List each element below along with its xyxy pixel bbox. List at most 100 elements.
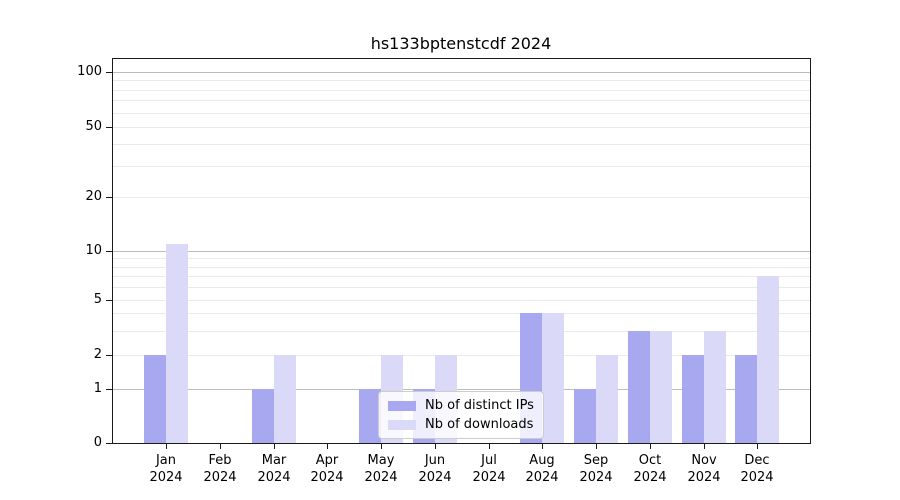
bar-downloads-mar [273, 355, 296, 443]
x-tick-year: 2024 [740, 470, 774, 485]
x-tick-mark [220, 444, 221, 449]
bar-downloads-aug [542, 313, 565, 443]
x-tick-month: Mar [261, 453, 287, 468]
legend-swatch-downloads-icon [388, 419, 416, 430]
gridline-minor [113, 197, 810, 198]
x-tick-label: May 2024 [349, 452, 413, 486]
gridline-minor [113, 100, 810, 101]
x-tick-month: Jan [155, 453, 177, 468]
y-tick-mark [106, 300, 112, 301]
y-tick-mark [106, 127, 112, 128]
gridline-minor [113, 90, 810, 91]
gridline-minor [113, 127, 810, 128]
x-tick-label: Oct 2024 [618, 452, 682, 486]
bar-distinct-ips-may [359, 389, 382, 443]
x-tick-label: Jan 2024 [134, 452, 198, 486]
x-tick-year: 2024 [472, 470, 506, 485]
legend-label-downloads: Nb of downloads [425, 417, 534, 432]
gridline-major [113, 389, 810, 390]
legend-swatch-distinct-ips-icon [388, 400, 416, 411]
x-tick-label: Apr 2024 [295, 452, 359, 486]
x-tick-year: 2024 [418, 470, 452, 485]
y-tick-mark [106, 251, 112, 252]
legend: Nb of distinct IPs Nb of downloads [378, 391, 544, 439]
bar-distinct-ips-jan [144, 355, 166, 443]
x-tick-year: 2024 [310, 470, 344, 485]
x-tick-year: 2024 [633, 470, 667, 485]
gridline-major [113, 72, 810, 73]
bar-downloads-sep [596, 355, 619, 443]
x-tick-year: 2024 [203, 470, 237, 485]
bar-downloads-jan [166, 243, 188, 443]
x-tick-month: Oct [638, 453, 662, 468]
x-tick-mark [596, 444, 597, 449]
x-tick-mark [650, 444, 651, 449]
bar-distinct-ips-sep [574, 389, 597, 443]
x-tick-label: Jul 2024 [457, 452, 521, 486]
gridline-minor [113, 267, 810, 268]
y-tick-mark [106, 443, 112, 444]
gridline-minor [113, 113, 810, 114]
x-tick-label: Mar 2024 [242, 452, 306, 486]
chart-title: hs133bptenstcdf 2024 [370, 34, 552, 53]
bar-distinct-ips-mar [251, 389, 274, 443]
x-tick-year: 2024 [525, 470, 559, 485]
x-tick-month: Aug [529, 453, 555, 468]
x-tick-mark [327, 444, 328, 449]
gridline-minor [113, 258, 810, 259]
y-tick-label: 20 [85, 189, 102, 204]
x-tick-label: Aug 2024 [510, 452, 574, 486]
x-tick-year: 2024 [364, 470, 398, 485]
y-tick-label: 10 [85, 243, 102, 258]
legend-label-distinct-ips: Nb of distinct IPs [425, 398, 534, 413]
gridline-minor [113, 276, 810, 277]
x-tick-month: Jul [481, 453, 497, 468]
y-tick-mark [106, 389, 112, 390]
x-tick-mark [435, 444, 436, 449]
y-tick-label: 5 [93, 292, 102, 307]
gridline-major [113, 251, 810, 252]
x-tick-label: Nov 2024 [672, 452, 736, 486]
x-tick-year: 2024 [257, 470, 291, 485]
y-tick-label: 0 [93, 435, 102, 450]
x-tick-year: 2024 [149, 470, 183, 485]
y-tick-label: 1 [93, 381, 102, 396]
y-tick-label: 100 [77, 64, 102, 79]
x-tick-mark [381, 444, 382, 449]
x-tick-mark [166, 444, 167, 449]
x-tick-label: Jun 2024 [403, 452, 467, 486]
gridline-minor [113, 166, 810, 167]
x-tick-mark [542, 444, 543, 449]
bar-downloads-dec [757, 276, 780, 443]
y-tick-mark [106, 197, 112, 198]
x-tick-label: Feb 2024 [188, 452, 252, 486]
x-tick-label: Dec 2024 [725, 452, 789, 486]
y-tick-label: 50 [85, 119, 102, 134]
y-tick-label: 2 [93, 347, 102, 362]
x-tick-mark [274, 444, 275, 449]
bar-downloads-nov [703, 330, 726, 443]
bar-downloads-oct [649, 330, 672, 443]
x-tick-year: 2024 [579, 470, 613, 485]
gridline-minor [113, 355, 810, 356]
gridline-minor [113, 287, 810, 288]
x-tick-mark [704, 444, 705, 449]
y-tick-mark [106, 355, 112, 356]
x-tick-year: 2024 [687, 470, 721, 485]
gridline-minor [113, 313, 810, 314]
x-tick-label: Sep 2024 [564, 452, 628, 486]
x-tick-month: Apr [315, 453, 339, 468]
x-tick-month: Nov [691, 453, 717, 468]
x-tick-month: Dec [744, 453, 770, 468]
x-tick-month: Feb [208, 453, 232, 468]
gridline-minor [113, 331, 810, 332]
x-tick-month: Jun [424, 453, 446, 468]
bar-distinct-ips-nov [681, 355, 704, 443]
x-tick-month: May [367, 453, 395, 468]
legend-item-downloads: Nb of downloads [388, 417, 534, 432]
x-tick-month: Sep [583, 453, 609, 468]
legend-item-distinct-ips: Nb of distinct IPs [388, 398, 534, 413]
gridline-minor [113, 144, 810, 145]
x-tick-mark [757, 444, 758, 449]
